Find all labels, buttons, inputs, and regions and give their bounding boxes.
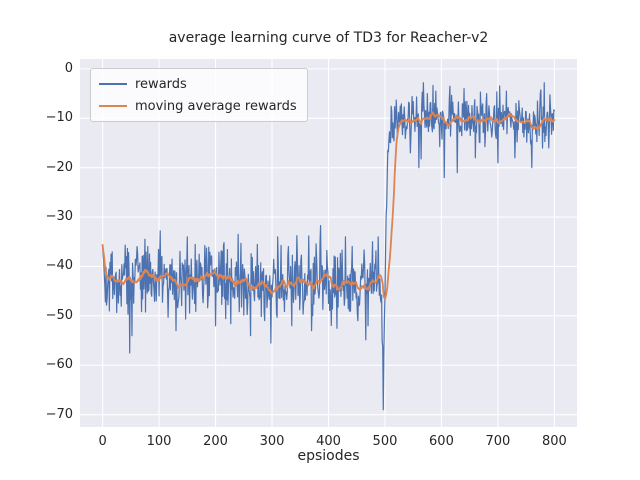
x-tick-label: 800: [541, 434, 567, 449]
legend-item-moving-average: moving average rewards: [99, 97, 297, 115]
x-axis-label: epsiodes: [297, 448, 360, 464]
y-tick-label: −70: [45, 406, 73, 422]
y-tick-label: −40: [45, 258, 73, 274]
y-tick-label: −50: [45, 307, 73, 323]
x-tick-label: 0: [98, 434, 107, 449]
y-tick-label: −10: [45, 110, 73, 126]
y-tick-label: −30: [45, 209, 73, 225]
legend-label-moving-average: moving average rewards: [135, 98, 297, 114]
x-tick-label: 300: [259, 434, 285, 449]
moving-average-line-swatch: [99, 105, 127, 107]
y-tick-label: −60: [45, 357, 73, 373]
chart-title: average learning curve of TD3 for Reache…: [168, 30, 489, 46]
y-tick-label: 0: [64, 60, 73, 76]
rewards-line-swatch: [99, 83, 127, 85]
x-tick-label: 500: [372, 434, 398, 449]
x-tick-label: 600: [429, 434, 454, 449]
x-tick-label: 400: [316, 434, 341, 449]
x-tick-label: 100: [146, 434, 172, 449]
y-tick-label: −20: [45, 159, 73, 175]
legend-item-rewards: rewards: [99, 75, 297, 93]
legend: rewards moving average rewards: [90, 68, 308, 122]
legend-label-rewards: rewards: [135, 76, 187, 92]
x-tick-label: 700: [485, 434, 511, 449]
plot-area: rewards moving average rewards: [80, 59, 577, 427]
x-tick-label: 200: [203, 434, 228, 449]
